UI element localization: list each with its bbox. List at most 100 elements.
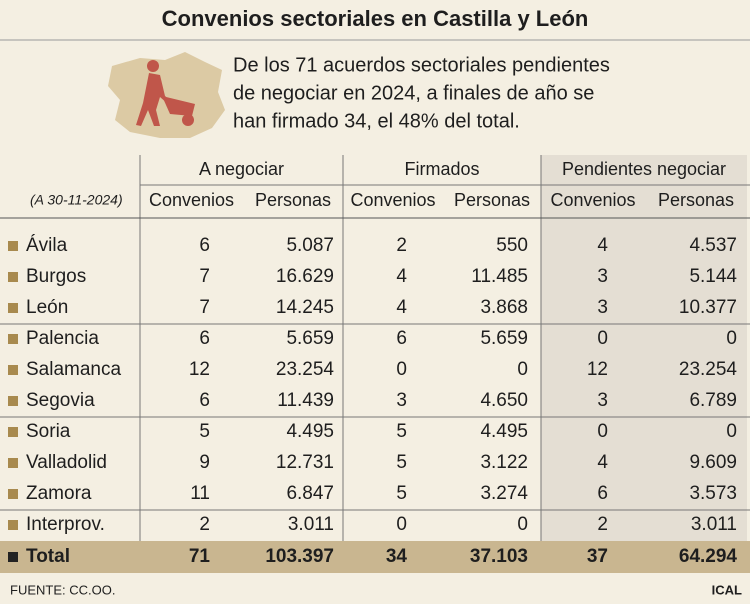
cell-value: 4.495	[286, 421, 334, 442]
date-note: (A 30-11-2024)	[30, 192, 123, 208]
total-band	[0, 541, 750, 573]
cell-value: 11	[190, 483, 210, 504]
map-icon	[108, 52, 225, 138]
cell-value: 11.485	[471, 266, 528, 287]
cell-value: 0	[396, 514, 407, 535]
cell-value: 4.650	[480, 390, 528, 411]
row-label: Valladolid	[26, 452, 107, 473]
cell-value: 4	[396, 266, 407, 287]
cell-value: 3.011	[691, 514, 737, 535]
cell-value: 6.789	[689, 390, 737, 411]
cell-value: 5.087	[286, 235, 334, 256]
cell-value: 6	[199, 390, 210, 411]
cell-value: 6	[199, 328, 210, 349]
row-label: Burgos	[26, 266, 86, 287]
cell-value: 0	[396, 359, 407, 380]
cell-value: 7	[199, 297, 210, 318]
row-label: Segovia	[26, 390, 95, 411]
row-label: León	[26, 297, 68, 318]
cell-value: 23.254	[679, 359, 738, 380]
row-label: Zamora	[26, 483, 92, 504]
cell-value: 103.397	[265, 546, 334, 567]
cell-value: 3.122	[480, 452, 528, 473]
cell-value: 6	[199, 235, 210, 256]
cell-value: 34	[386, 546, 408, 567]
cell-value: 64.294	[679, 546, 738, 567]
cell-value: 0	[726, 328, 737, 349]
cell-value: 4	[597, 452, 608, 473]
group-header: Firmados	[404, 159, 479, 179]
cell-value: 11.439	[277, 390, 334, 411]
column-header: Convenios	[350, 190, 435, 210]
cell-value: 3.011	[288, 514, 334, 535]
bullet	[8, 427, 18, 437]
bullet	[8, 396, 18, 406]
cell-value: 23.254	[276, 359, 335, 380]
cell-value: 6	[396, 328, 407, 349]
cell-value: 4.537	[689, 235, 737, 256]
bullet	[8, 272, 18, 282]
bullet	[8, 458, 18, 468]
row-label: Interprov.	[26, 514, 105, 535]
cell-value: 12	[189, 359, 210, 380]
row-label: Soria	[26, 421, 71, 442]
row-label: Salamanca	[26, 359, 121, 380]
pending-shade	[541, 155, 747, 542]
intro-line: de negociar en 2024, a finales de año se	[233, 82, 594, 104]
bullet	[8, 489, 18, 499]
column-header: Personas	[658, 190, 734, 210]
cell-value: 10.377	[679, 297, 737, 318]
cell-value: 2	[199, 514, 210, 535]
cell-value: 2	[396, 235, 407, 256]
source: FUENTE: CC.OO.	[10, 582, 115, 597]
cell-value: 12	[587, 359, 608, 380]
cell-value: 550	[496, 235, 528, 256]
cell-value: 12.731	[276, 452, 334, 473]
cell-value: 37	[587, 546, 608, 567]
cell-value: 5	[199, 421, 210, 442]
cell-value: 4	[597, 235, 608, 256]
cell-value: 4	[396, 297, 407, 318]
row-label: Palencia	[26, 328, 99, 349]
column-header: Convenios	[149, 190, 234, 210]
cell-value: 5.144	[689, 266, 737, 287]
group-header: A negociar	[199, 159, 284, 179]
cell-value: 3.868	[480, 297, 528, 318]
cell-value: 37.103	[470, 546, 528, 567]
cell-value: 16.629	[276, 266, 334, 287]
cell-value: 3	[597, 390, 608, 411]
cell-value: 9	[199, 452, 210, 473]
cell-value: 3.573	[689, 483, 737, 504]
bullet	[8, 303, 18, 313]
bullet	[8, 241, 18, 251]
cell-value: 6.847	[286, 483, 334, 504]
title: Convenios sectoriales en Castilla y León	[162, 6, 589, 31]
row-label: Total	[26, 546, 70, 567]
column-header: Personas	[255, 190, 331, 210]
cell-value: 14.245	[276, 297, 334, 318]
cell-value: 2	[597, 514, 608, 535]
cell-value: 9.609	[689, 452, 737, 473]
column-header: Convenios	[550, 190, 635, 210]
cell-value: 0	[726, 421, 737, 442]
cell-value: 5	[396, 452, 407, 473]
cell-value: 71	[189, 546, 211, 567]
cell-value: 4.495	[480, 421, 528, 442]
bullet	[8, 520, 18, 530]
row-label: Ávila	[26, 235, 68, 256]
cell-value: 6	[597, 483, 608, 504]
cell-value: 3.274	[480, 483, 528, 504]
cell-value: 5.659	[480, 328, 528, 349]
bullet	[8, 365, 18, 375]
cell-value: 0	[517, 359, 528, 380]
cell-value: 3	[597, 297, 608, 318]
bullet	[8, 552, 18, 562]
credit: ICAL	[712, 582, 742, 597]
cell-value: 5	[396, 483, 407, 504]
intro-line: han firmado 34, el 48% del total.	[233, 110, 520, 132]
intro-line: De los 71 acuerdos sectoriales pendiente…	[233, 54, 610, 76]
cell-value: 0	[517, 514, 528, 535]
column-header: Personas	[454, 190, 530, 210]
cell-value: 3	[597, 266, 608, 287]
